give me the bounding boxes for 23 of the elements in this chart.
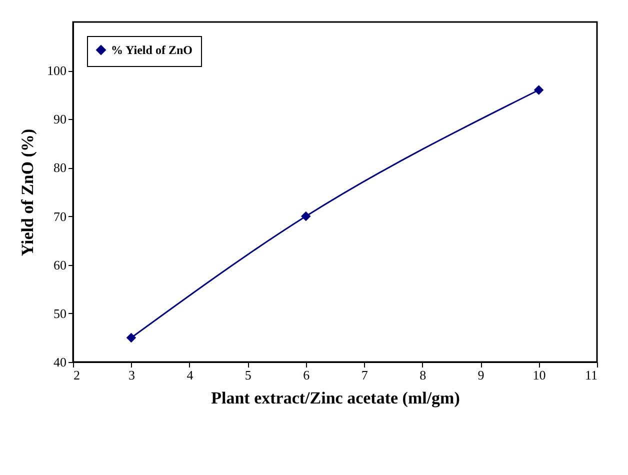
point bbox=[534, 85, 544, 95]
x-tick-label: 9 bbox=[478, 368, 484, 382]
y-tick-label: 50 bbox=[54, 306, 66, 321]
x-tick-label: 8 bbox=[420, 368, 426, 382]
point bbox=[301, 212, 311, 221]
x-tick-label: 3 bbox=[128, 368, 135, 382]
legend-label: % Yield of ZnO bbox=[111, 43, 192, 57]
y-tick-label: 60 bbox=[54, 257, 66, 272]
x-tick-label: 6 bbox=[303, 368, 310, 382]
y-tick-label: 90 bbox=[54, 112, 66, 127]
y-tick-label: 100 bbox=[47, 63, 66, 78]
y-tick-label: 80 bbox=[54, 160, 66, 176]
x-tick-label: 4 bbox=[186, 368, 194, 382]
x-tick-label: 10 bbox=[532, 368, 546, 382]
y-tick-label: 70 bbox=[54, 208, 66, 224]
x-tick-label: 7 bbox=[361, 368, 368, 382]
y-axis-title: Yield of ZnO (%) bbox=[18, 128, 37, 256]
y-tick-label: 40 bbox=[54, 354, 66, 370]
x-tick-label: 11 bbox=[584, 368, 598, 382]
x-axis-title: Plant extract/Zinc acetate (ml/gm) bbox=[211, 388, 460, 408]
x-tick-label: 2 bbox=[74, 368, 80, 382]
x-tick-label: 5 bbox=[244, 368, 252, 382]
point bbox=[126, 333, 136, 342]
